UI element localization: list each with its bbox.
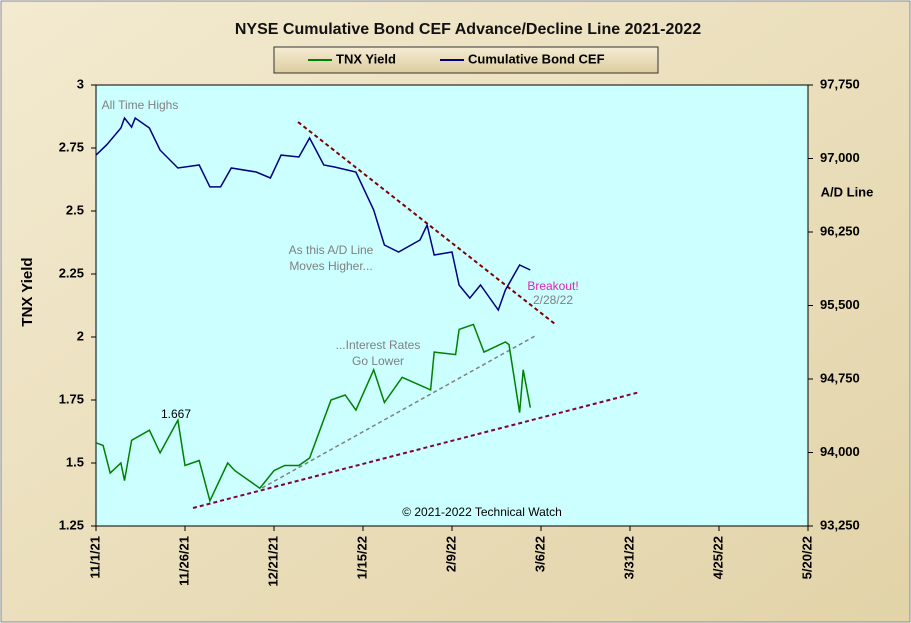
y2-tick-label: 95,500 [820,297,860,312]
y2-axis-label: A/D Line [821,184,874,199]
legend-label: Cumulative Bond CEF [468,51,605,66]
x-tick-label: 2/9/22 [443,536,458,572]
x-tick-label: 11/1/21 [87,536,102,579]
y-axis-label: TNX Yield [19,257,36,326]
y2-tick-label: 93,250 [820,517,860,532]
y-tick-label: 1.25 [59,517,84,532]
y-tick-label: 2.5 [66,202,84,217]
y-tick-label: 1.75 [59,391,84,406]
y-tick-label: 1.5 [66,454,84,469]
y2-tick-label: 94,000 [820,444,860,459]
y-tick-label: 2 [77,328,84,343]
legend-label: TNX Yield [336,51,396,66]
annotation: As this A/D Line [289,243,374,257]
chart-title: NYSE Cumulative Bond CEF Advance/Decline… [235,21,701,38]
legend-box [273,46,659,74]
y-tick-label: 2.25 [59,265,84,280]
trend-line [261,335,536,489]
y2-tick-label: 97,000 [820,150,860,165]
annotation: 1.667 [161,407,191,421]
y2-tick-label: 96,250 [820,223,860,238]
x-tick-label: 3/31/22 [621,536,636,579]
annotation: All Time Highs [102,98,179,112]
series-line [95,323,532,503]
y2-tick-label: 94,750 [820,370,860,385]
x-tick-label: 1/15/22 [354,536,369,579]
annotation: ...Interest Rates [336,338,421,352]
series-line [95,116,531,312]
annotation: Moves Higher... [289,259,372,273]
annotation: 2/28/22 [533,293,573,307]
annotation: Breakout! [527,279,578,293]
x-tick-label: 11/26/21 [176,536,191,586]
y-tick-label: 3 [77,76,84,91]
annotation: © 2021-2022 Technical Watch [402,505,562,519]
x-tick-label: 5/20/22 [799,536,814,579]
x-tick-label: 3/6/22 [532,536,547,572]
y2-tick-label: 97,750 [820,76,860,91]
x-tick-label: 12/21/21 [265,536,280,587]
y-tick-label: 2.75 [59,139,84,154]
plot-area [95,84,809,527]
annotation: Go Lower [352,354,404,368]
x-tick-label: 4/25/22 [710,536,725,579]
trend-line [297,121,556,325]
